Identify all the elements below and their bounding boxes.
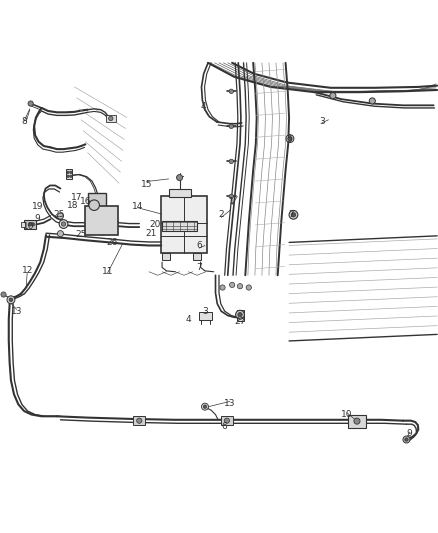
Circle shape: [230, 282, 235, 287]
Circle shape: [229, 194, 233, 199]
Circle shape: [403, 436, 410, 443]
Text: 7: 7: [196, 263, 202, 272]
Text: 17: 17: [71, 193, 82, 202]
Circle shape: [57, 213, 64, 219]
Circle shape: [238, 312, 242, 317]
Text: 27: 27: [234, 317, 246, 326]
Circle shape: [330, 93, 336, 99]
Text: 16: 16: [80, 197, 91, 206]
Text: 18: 18: [67, 201, 78, 209]
Text: 9: 9: [34, 214, 40, 223]
Text: 2: 2: [219, 211, 224, 219]
Circle shape: [67, 171, 69, 174]
Text: 9: 9: [406, 429, 413, 438]
Circle shape: [405, 438, 408, 441]
Text: 19: 19: [32, 201, 43, 211]
Circle shape: [289, 211, 298, 219]
Circle shape: [229, 89, 233, 93]
Text: 6: 6: [196, 241, 202, 250]
Circle shape: [369, 98, 375, 104]
Circle shape: [286, 135, 294, 142]
Circle shape: [57, 231, 64, 237]
Text: 8: 8: [21, 117, 27, 126]
Circle shape: [70, 175, 72, 177]
Circle shape: [67, 175, 69, 177]
Text: 5: 5: [286, 135, 292, 144]
Text: 4: 4: [201, 102, 206, 111]
Text: 10: 10: [23, 222, 34, 231]
Text: 1: 1: [229, 197, 235, 206]
Text: 25: 25: [53, 211, 65, 219]
Circle shape: [7, 296, 15, 304]
Circle shape: [203, 405, 207, 408]
Bar: [24, 220, 36, 229]
Text: 11: 11: [102, 267, 113, 276]
Circle shape: [220, 285, 225, 290]
Bar: [21, 222, 25, 227]
Bar: [193, 253, 201, 260]
Circle shape: [354, 418, 360, 424]
Circle shape: [246, 285, 251, 290]
Circle shape: [61, 222, 66, 226]
Circle shape: [288, 136, 292, 141]
Bar: [133, 416, 145, 425]
Text: 15: 15: [141, 180, 152, 189]
Text: 13: 13: [11, 306, 22, 316]
Bar: [161, 197, 207, 253]
Text: 20: 20: [150, 220, 161, 229]
Bar: [66, 169, 72, 179]
Text: 25: 25: [75, 230, 87, 239]
Bar: [106, 115, 116, 122]
Circle shape: [1, 292, 6, 297]
Text: 3: 3: [319, 117, 325, 126]
Circle shape: [236, 310, 244, 319]
Bar: [221, 416, 233, 425]
Circle shape: [28, 223, 32, 226]
Bar: [162, 221, 197, 231]
Text: 4: 4: [186, 316, 191, 325]
Circle shape: [59, 220, 68, 229]
Circle shape: [177, 174, 183, 181]
Circle shape: [137, 418, 142, 423]
Text: 7: 7: [288, 211, 294, 219]
Text: 12: 12: [21, 266, 33, 276]
Bar: [162, 253, 170, 260]
Circle shape: [28, 101, 33, 106]
Bar: [169, 189, 191, 197]
Circle shape: [201, 403, 208, 410]
Circle shape: [291, 213, 296, 217]
Circle shape: [70, 171, 72, 174]
Circle shape: [109, 116, 113, 120]
Circle shape: [31, 223, 35, 226]
Text: 10: 10: [341, 410, 353, 419]
Text: 6: 6: [221, 422, 227, 431]
Circle shape: [224, 418, 230, 423]
Bar: [88, 193, 106, 207]
Bar: [85, 206, 118, 235]
Circle shape: [237, 284, 243, 289]
Bar: [237, 310, 244, 321]
Circle shape: [229, 124, 233, 128]
Bar: [348, 415, 366, 427]
Circle shape: [89, 200, 99, 211]
Text: 13: 13: [224, 399, 236, 408]
Text: 26: 26: [106, 238, 117, 247]
Text: 3: 3: [202, 306, 208, 316]
Text: 21: 21: [145, 229, 157, 238]
Bar: [199, 312, 212, 320]
Circle shape: [9, 298, 13, 302]
Text: 14: 14: [132, 201, 144, 211]
Circle shape: [229, 159, 233, 164]
